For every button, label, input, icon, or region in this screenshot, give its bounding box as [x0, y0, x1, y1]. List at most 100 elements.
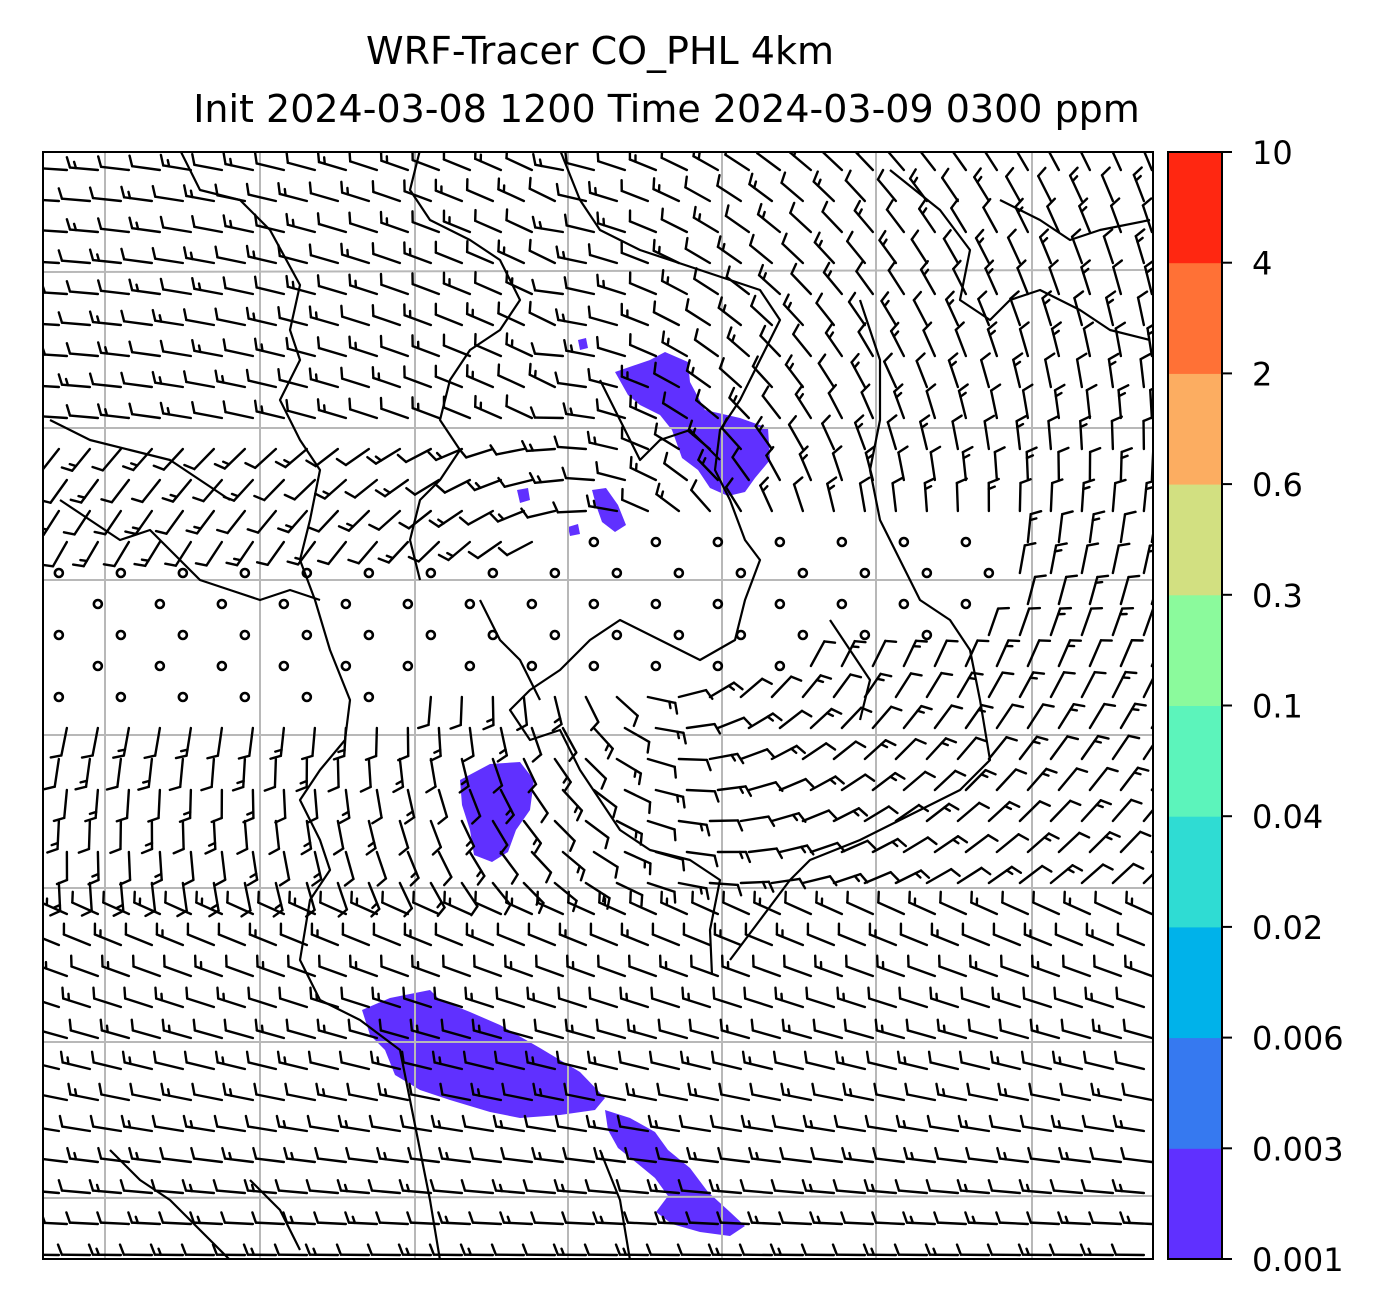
wind-barb	[97, 403, 131, 420]
wind-barb	[561, 466, 596, 482]
wind-barb	[491, 1179, 526, 1195]
wind-barb	[437, 788, 449, 825]
wind-barb	[561, 726, 578, 763]
wind-barb	[465, 922, 495, 947]
calm-marker	[526, 660, 538, 672]
wind-barb	[956, 736, 988, 761]
calm-marker	[363, 567, 375, 579]
wind-barb	[615, 819, 643, 846]
wind-barb	[871, 639, 898, 668]
wind-barb	[367, 1179, 402, 1195]
wind-barb	[400, 1050, 433, 1071]
wind-barb	[780, 1082, 813, 1102]
wind-barb	[765, 445, 782, 482]
wind-barb	[151, 184, 185, 203]
wind-barb	[809, 707, 843, 730]
wind-barb	[739, 748, 776, 761]
wind-barb	[822, 261, 844, 296]
wind-barb	[925, 802, 960, 823]
wind-barb	[65, 218, 100, 234]
wind-barb	[716, 1211, 751, 1226]
wind-barb	[987, 477, 1000, 513]
wind-barb	[1080, 259, 1092, 296]
wind-barb	[844, 169, 867, 203]
wind-barb	[933, 769, 967, 792]
wind-barb	[226, 890, 255, 916]
wind-barb	[871, 1211, 906, 1226]
wind-barb	[553, 435, 588, 451]
wind-barb	[623, 726, 651, 754]
wind-barb	[926, 1114, 960, 1133]
wind-barb	[1082, 1050, 1115, 1071]
wind-barb	[1094, 890, 1123, 916]
wind-barb	[554, 371, 588, 389]
wind-barb	[100, 954, 131, 978]
wind-barb	[998, 1018, 1030, 1040]
wind-barb	[458, 509, 495, 526]
wind-barb	[244, 1114, 278, 1133]
wind-barb	[521, 440, 557, 453]
calm-marker	[239, 567, 251, 579]
wind-barb	[628, 209, 658, 234]
wind-barb	[429, 819, 443, 856]
wind-barb	[873, 1082, 906, 1102]
wind-barb	[465, 240, 495, 265]
wind-barb	[595, 1018, 627, 1040]
wind-barb	[801, 1179, 836, 1195]
wind-barb	[710, 1050, 743, 1071]
wind-barb	[937, 954, 968, 978]
parallel-line	[43, 1195, 1153, 1199]
wind-barb	[1143, 152, 1153, 172]
colorbar: 0.001 0.003 0.006 0.02 0.04 0.1 0.3 0.6 2 4 10	[1167, 134, 1344, 1279]
calm-marker	[239, 691, 251, 703]
wind-barb	[140, 819, 154, 855]
calm-marker	[650, 660, 662, 672]
wind-barb	[880, 291, 898, 327]
wind-barb	[160, 1082, 193, 1102]
wind-barb	[623, 788, 652, 815]
wind-barb	[285, 152, 317, 172]
wind-barb	[863, 805, 899, 823]
wind-barb	[970, 890, 999, 916]
wind-barb	[720, 954, 751, 978]
wind-barb	[474, 890, 503, 916]
wind-barb	[908, 890, 937, 916]
wind-barb	[192, 1018, 224, 1040]
wind-barb	[371, 986, 402, 1009]
wind-barb	[97, 1146, 131, 1164]
wind-barb	[961, 922, 991, 947]
wind-barb	[1080, 1179, 1115, 1195]
wind-barb	[300, 819, 313, 856]
wind-barb	[893, 383, 906, 420]
wind-barb	[1142, 742, 1153, 761]
wind-barb	[1089, 1146, 1123, 1164]
wind-barb	[335, 1243, 371, 1257]
wind-barb	[693, 267, 720, 296]
wind-barb	[555, 182, 588, 203]
wind-barb	[530, 1211, 565, 1226]
wind-barb	[379, 272, 410, 296]
wind-barb	[647, 1114, 681, 1133]
wind-barb	[43, 897, 69, 916]
wind-barb	[583, 1243, 619, 1257]
wind-barb	[992, 922, 1022, 947]
wind-barb	[154, 509, 185, 535]
wind-barb	[522, 1179, 557, 1195]
wind-barb	[1026, 832, 1060, 854]
wind-barb	[398, 509, 433, 530]
wind-barb	[652, 177, 681, 203]
wind-barb	[906, 954, 937, 978]
wind-barb	[246, 850, 259, 887]
wind-barb	[438, 1146, 472, 1164]
wind-barb	[780, 171, 805, 203]
calm-marker	[712, 598, 724, 610]
wind-barb	[245, 244, 278, 265]
wind-barb	[109, 819, 123, 855]
wind-barb	[936, 1018, 968, 1040]
calm-marker	[363, 691, 375, 703]
wind-barb	[43, 447, 61, 472]
wind-barb	[551, 695, 563, 732]
wind-barb	[1001, 890, 1030, 916]
wind-barb	[91, 447, 123, 472]
wind-barb	[660, 269, 689, 296]
